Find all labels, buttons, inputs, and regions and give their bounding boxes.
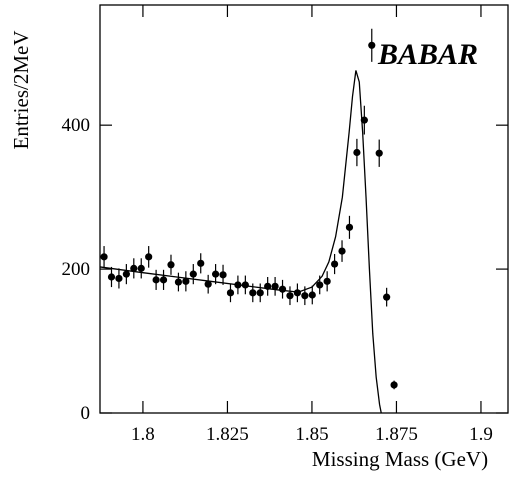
data-point [122,270,130,278]
x-axis-label: Missing Mass (GeV) [312,447,488,471]
data-point [249,289,257,297]
x-tick-label: 1.875 [375,424,418,445]
data-point [353,148,361,157]
data-point [159,276,168,284]
data-point [316,281,324,289]
x-tick-label: 1.9 [469,424,493,445]
y-tick-label: 200 [62,259,91,280]
data-point [301,292,309,300]
logo: BABAR [377,38,478,71]
y-tick-label: 400 [62,115,91,136]
data-point [278,285,287,293]
plot-frame [99,4,509,414]
data-point [338,247,346,255]
data-point [174,278,183,286]
data-point [219,271,227,279]
data-point [234,281,242,289]
data-point [145,253,153,261]
x-tick-label: 1.8 [131,424,155,445]
data-point [130,264,138,272]
data-point [375,149,383,157]
data-point [137,264,145,272]
data-point [204,280,212,288]
data-point [100,253,108,261]
data-point [226,289,235,297]
data-point [189,270,197,278]
data-point [167,261,175,269]
data-point [107,273,116,281]
data-point [256,289,264,297]
x-tick-label: 1.825 [206,424,249,445]
data-point [345,223,354,231]
data-point [368,41,376,49]
data-point [383,293,391,301]
data-point [197,259,205,267]
data-point [271,282,279,290]
data-point [152,276,160,284]
data-point [286,292,294,300]
data-point [308,291,316,299]
data-point [115,274,123,283]
data-point [293,289,302,297]
y-axis-label: Entries/2MeV [9,31,33,150]
x-tick-label: 1.85 [295,424,328,445]
data-point [330,260,339,268]
data-point [323,277,331,285]
data-point [360,116,368,124]
data-point [182,277,190,285]
data-point [264,282,272,290]
fit-curve [99,70,382,414]
data-point [390,381,398,389]
y-tick-label: 0 [81,403,91,424]
data-point [212,270,220,278]
data-point [241,281,249,289]
